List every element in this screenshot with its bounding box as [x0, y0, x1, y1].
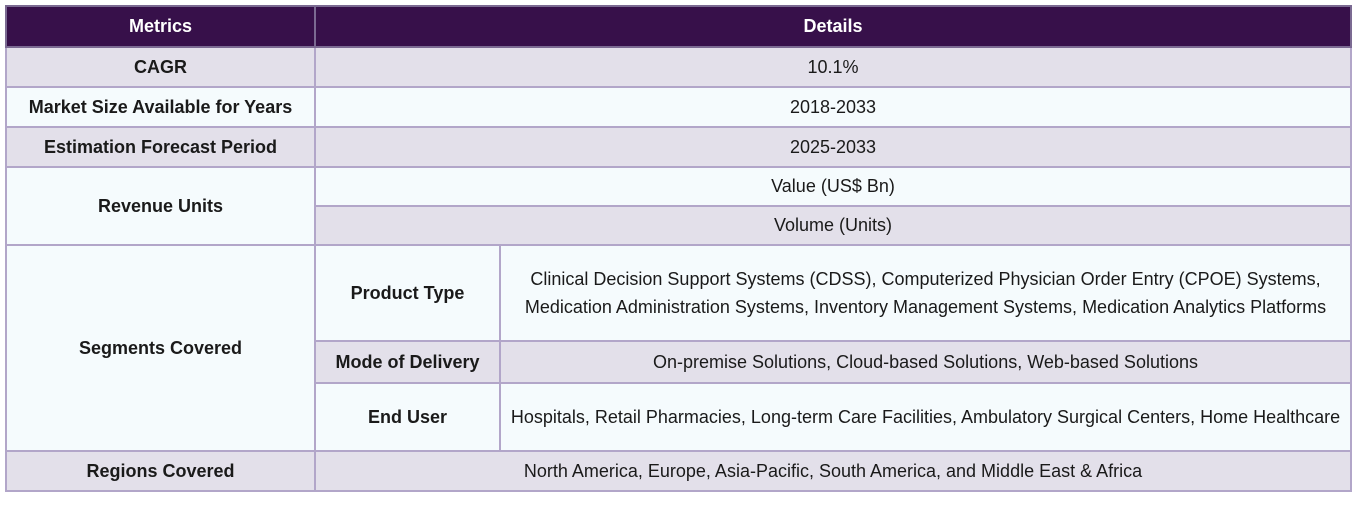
forecast-label: Estimation Forecast Period	[5, 126, 316, 168]
table-row: End User Hospitals, Retail Pharmacies, L…	[6, 382, 1352, 452]
market-size-label: Market Size Available for Years	[5, 86, 316, 128]
regions-value: North America, Europe, Asia-Pacific, Sou…	[314, 450, 1352, 492]
table-row: Market Size Available for Years 2018-203…	[5, 86, 1352, 128]
table-row: Revenue Units Value (US$ Bn)	[5, 166, 1352, 246]
table-row: Volume (Units)	[6, 205, 1352, 246]
product-type-value: Clinical Decision Support Systems (CDSS)…	[499, 244, 1352, 342]
table-row: Regions Covered North America, Europe, A…	[5, 450, 1352, 492]
metrics-table-container: Metrics Details CAGR 10.1% Market Size A…	[5, 5, 1352, 492]
header-metrics: Metrics	[5, 5, 316, 48]
cagr-label: CAGR	[5, 46, 316, 88]
revenue-units-label: Revenue Units	[5, 166, 316, 246]
forecast-value: 2025-2033	[314, 126, 1352, 168]
mode-of-delivery-value: On-premise Solutions, Cloud-based Soluti…	[499, 340, 1352, 384]
revenue-units-volume: Volume (Units)	[314, 205, 1352, 246]
product-type-label: Product Type	[314, 244, 501, 342]
regions-label: Regions Covered	[5, 450, 316, 492]
end-user-label: End User	[314, 382, 501, 452]
table-header-row: Metrics Details	[5, 5, 1352, 48]
end-user-value: Hospitals, Retail Pharmacies, Long-term …	[499, 382, 1352, 452]
cagr-value: 10.1%	[314, 46, 1352, 88]
table-row: CAGR 10.1%	[5, 46, 1352, 88]
revenue-units-value: Value (US$ Bn)	[314, 166, 1352, 207]
table-row: Mode of Delivery On-premise Solutions, C…	[6, 340, 1352, 384]
mode-of-delivery-label: Mode of Delivery	[314, 340, 501, 384]
table-row: Segments Covered Product Type Clinical D…	[5, 244, 1352, 452]
segments-label: Segments Covered	[5, 244, 316, 452]
table-row: Estimation Forecast Period 2025-2033	[5, 126, 1352, 168]
market-size-value: 2018-2033	[314, 86, 1352, 128]
header-details: Details	[314, 5, 1352, 48]
metrics-table: Metrics Details CAGR 10.1% Market Size A…	[5, 5, 1352, 492]
